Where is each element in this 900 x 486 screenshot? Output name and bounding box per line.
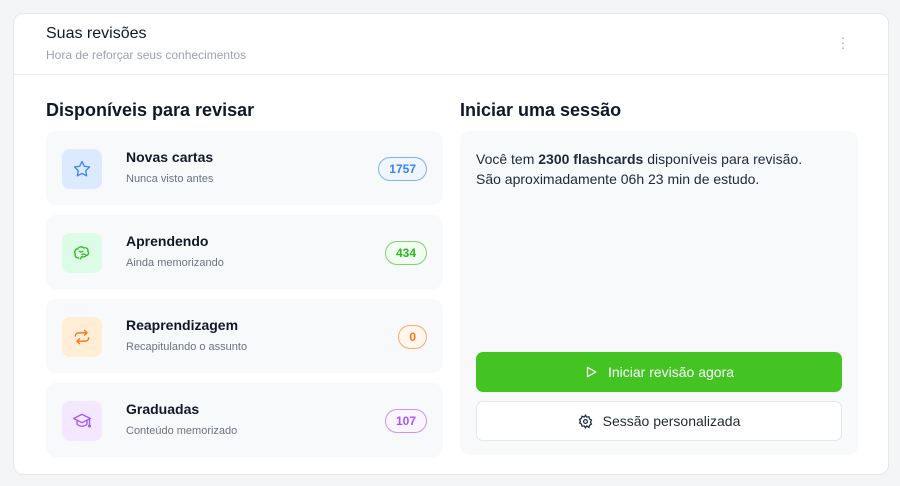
brain-icon bbox=[74, 246, 90, 260]
count-badge: 107 bbox=[384, 409, 427, 433]
category-subtitle: Conteúdo memorizado bbox=[126, 425, 238, 437]
play-icon bbox=[586, 366, 597, 378]
category-icon-box bbox=[62, 401, 102, 441]
star-icon bbox=[73, 160, 91, 177]
category-icon-box bbox=[62, 233, 102, 273]
count-badge: 0 bbox=[398, 325, 427, 349]
available-title: Disponíveis para revisar bbox=[46, 100, 255, 120]
category-subtitle: Ainda memorizando bbox=[126, 257, 224, 269]
more-vertical-icon[interactable]: · · · bbox=[840, 29, 846, 55]
category-label: Graduadas bbox=[126, 401, 200, 417]
category-icon-box bbox=[62, 317, 102, 357]
review-category-2[interactable]: Reaprendizagem Recapitulando o assunto 0 bbox=[46, 299, 443, 373]
review-category-3[interactable]: Graduadas Conteúdo memorizado 107 bbox=[46, 383, 443, 457]
reviews-card: Suas revisões Hora de reforçar seus conh… bbox=[13, 13, 889, 475]
category-label: Aprendendo bbox=[126, 233, 209, 249]
card-title: Suas revisões bbox=[46, 25, 147, 42]
category-subtitle: Nunca visto antes bbox=[126, 173, 214, 185]
graduation-cap-icon bbox=[73, 413, 92, 428]
flashcard-count: 2300 flashcards bbox=[538, 151, 644, 167]
category-icon-box bbox=[62, 149, 102, 189]
custom-session-button[interactable]: Sessão personalizada bbox=[476, 401, 842, 441]
gear-icon bbox=[578, 413, 592, 429]
category-label: Reaprendizagem bbox=[126, 317, 239, 333]
card-subtitle: Hora de reforçar seus conhecimentos bbox=[46, 48, 247, 62]
review-category-0[interactable]: Novas cartas Nunca visto antes 1757 bbox=[46, 131, 443, 205]
session-title: Iniciar uma sessão bbox=[460, 100, 622, 120]
start-review-button[interactable]: Iniciar revisão agora bbox=[476, 352, 842, 392]
count-badge: 1757 bbox=[378, 157, 427, 181]
count-badge: 434 bbox=[384, 241, 427, 265]
review-category-1[interactable]: Aprendendo Ainda memorizando 434 bbox=[46, 215, 443, 289]
category-subtitle: Recapitulando o assunto bbox=[126, 341, 248, 353]
repeat-icon bbox=[74, 329, 90, 345]
card-header: Suas revisões Hora de reforçar seus conh… bbox=[14, 14, 888, 75]
session-panel: Você tem 2300 flashcards disponíveis par… bbox=[460, 131, 858, 455]
category-label: Novas cartas bbox=[126, 149, 214, 165]
session-text: Você tem 2300 flashcards disponíveis par… bbox=[476, 151, 803, 187]
